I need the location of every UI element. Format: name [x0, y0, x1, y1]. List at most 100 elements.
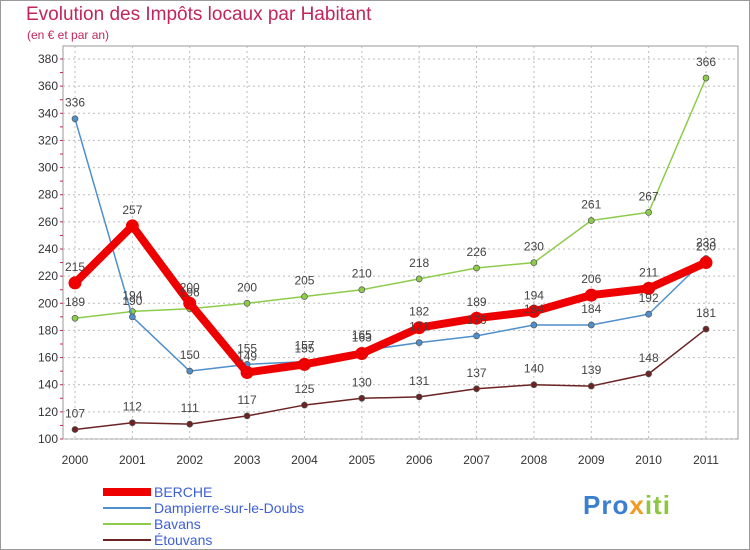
data-label: 184	[581, 302, 601, 316]
data-label: 163	[352, 331, 372, 345]
x-tick-label: 2008	[521, 453, 548, 467]
data-label: 130	[352, 375, 372, 389]
data-label: 117	[238, 393, 257, 407]
data-point	[699, 256, 713, 270]
data-label: 182	[409, 305, 429, 319]
data-point	[587, 217, 595, 224]
data-label: 111	[181, 401, 200, 415]
y-tick-label: 300	[38, 161, 58, 175]
data-point	[71, 115, 79, 123]
data-label: 336	[65, 96, 85, 110]
data-label: 155	[294, 341, 314, 355]
plot-area	[62, 45, 739, 440]
data-label: 257	[122, 203, 142, 217]
data-label: 139	[581, 363, 601, 377]
data-point	[297, 357, 311, 371]
y-tick-label: 240	[38, 242, 58, 256]
data-label: 206	[581, 272, 601, 286]
data-point	[301, 293, 308, 300]
x-tick-label: 2006	[406, 453, 433, 467]
series-line--touvans	[74, 328, 707, 431]
data-label: 196	[180, 286, 200, 300]
data-point	[645, 370, 652, 378]
data-label: 233	[696, 236, 716, 250]
x-tick-label: 2011	[693, 453, 719, 467]
y-tick-label: 340	[38, 106, 58, 120]
x-tick-label: 2004	[291, 453, 318, 467]
data-point	[470, 311, 484, 325]
data-point	[530, 259, 538, 266]
data-label: 107	[65, 407, 85, 421]
chart-subtitle: (en € et par an)	[27, 28, 110, 42]
data-point	[473, 264, 480, 272]
data-label: 148	[639, 351, 659, 365]
data-point	[355, 347, 369, 360]
data-label: 165	[352, 328, 372, 342]
chart-title: Evolution des Impôts locaux par Habitant	[26, 4, 372, 25]
x-tick-label: 2009	[578, 453, 605, 467]
data-label: 230	[696, 240, 716, 254]
data-point	[358, 286, 366, 294]
data-label: 218	[409, 256, 429, 270]
data-label: 181	[696, 306, 716, 320]
data-point	[358, 394, 366, 402]
data-point	[642, 281, 656, 295]
data-label: 131	[409, 374, 429, 388]
data-label: 205	[294, 274, 314, 288]
proxiti-logo: Proxiti	[583, 490, 671, 520]
legend-label: Étouvans	[154, 532, 212, 548]
data-point	[71, 426, 79, 433]
data-label: 125	[294, 382, 314, 396]
y-tick-label: 280	[38, 188, 58, 202]
data-point	[412, 321, 426, 335]
series-line-bavans	[74, 77, 707, 319]
legend-label: Dampierre-sur-le-Doubs	[154, 500, 304, 516]
y-tick-label: 120	[38, 405, 58, 419]
y-tick-label: 260	[38, 215, 58, 229]
data-label: 192	[639, 291, 659, 305]
data-point	[243, 299, 251, 307]
data-point	[702, 74, 710, 82]
data-label: 189	[65, 295, 85, 309]
data-point	[473, 385, 480, 393]
legend-label: Bavans	[154, 516, 201, 532]
x-tick-label: 2001	[119, 453, 146, 467]
y-tick-label: 180	[38, 323, 58, 337]
data-point	[129, 313, 136, 321]
data-label: 176	[467, 313, 487, 327]
x-tick-label: 2000	[62, 453, 89, 467]
data-point	[702, 325, 710, 333]
data-label: 215	[65, 260, 85, 274]
data-label: 211	[639, 265, 658, 279]
y-tick-label: 100	[38, 432, 58, 446]
y-tick-label: 140	[38, 378, 58, 392]
data-point	[186, 367, 194, 375]
data-label: 200	[237, 280, 257, 294]
data-point	[68, 276, 82, 290]
data-label: 261	[581, 198, 601, 212]
data-label: 226	[467, 245, 487, 259]
data-point	[129, 419, 136, 427]
data-label: 157	[294, 339, 314, 353]
data-point	[71, 314, 79, 322]
y-tick-label: 360	[38, 79, 58, 93]
data-label: 140	[524, 362, 544, 376]
data-label: 150	[180, 348, 200, 362]
data-point	[530, 381, 538, 389]
data-point	[125, 219, 139, 233]
data-point	[645, 310, 652, 318]
y-tick-label: 220	[38, 269, 58, 283]
data-label: 190	[122, 294, 142, 308]
x-tick-label: 2003	[234, 453, 261, 467]
data-label: 210	[352, 267, 372, 281]
data-label: 171	[409, 320, 429, 334]
data-label: 184	[524, 302, 544, 316]
data-point	[301, 401, 308, 409]
x-tick-label: 2007	[463, 453, 490, 467]
data-label: 194	[524, 288, 544, 302]
x-tick-label: 2010	[635, 453, 662, 467]
data-point	[415, 275, 423, 283]
y-tick-label: 320	[38, 133, 58, 147]
data-point	[415, 393, 423, 401]
